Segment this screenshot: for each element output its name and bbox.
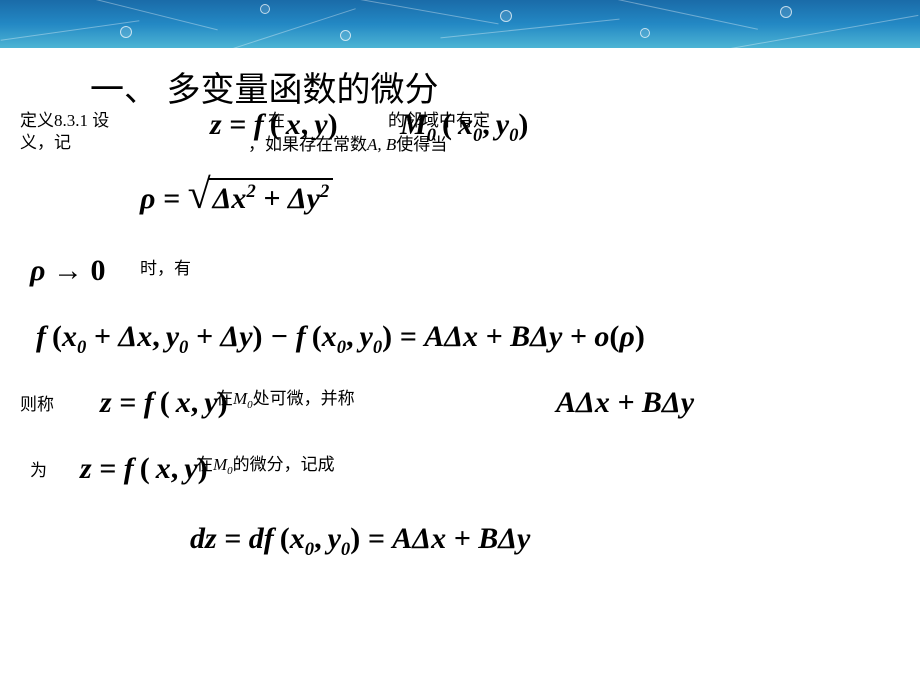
text-diff-at-m0: 在M0处可微，并称: [216, 388, 355, 413]
text-if-exists: ，如果存在常数A, B使得当: [248, 134, 447, 156]
text-neighborhood: 的邻域中有定: [388, 110, 490, 132]
formula-z-equals-fxy-3: z = f ( x, y): [80, 452, 208, 486]
formula-dz-equals: dz = df (x0, y0) = AΔx + BΔy: [190, 522, 530, 561]
formula-rho-to-zero: ρ → 0: [30, 254, 105, 288]
formula-z-equals-fxy-2: z = f ( x, y): [100, 386, 228, 420]
formula-rho-sqrt: ρ = √Δx2 + Δy2: [140, 178, 333, 216]
formula-adx-bdy: AΔx + BΔy: [556, 386, 694, 420]
section-heading: 一、 多变量函数的微分: [90, 62, 439, 111]
formula-main-increment: f (x0 + Δx, y0 + Δy) − f (x0, y0) = AΔx …: [36, 320, 645, 359]
text-zai-1: 在: [268, 110, 285, 132]
slide-content: 一、 多变量函数的微分 定义8.3.1 设 义，记 z = f ( x, y) …: [0, 48, 920, 690]
text-zecheng: 则称: [20, 394, 54, 416]
text-wei: 为: [30, 460, 47, 482]
decorative-banner: [0, 0, 920, 48]
def-prefix: 定义8.3.1 设: [20, 110, 109, 132]
def-break: 义，记: [20, 132, 71, 154]
text-then-have: 时，有: [140, 258, 191, 280]
text-differential-notation: 在M0的微分，记成: [196, 454, 335, 479]
